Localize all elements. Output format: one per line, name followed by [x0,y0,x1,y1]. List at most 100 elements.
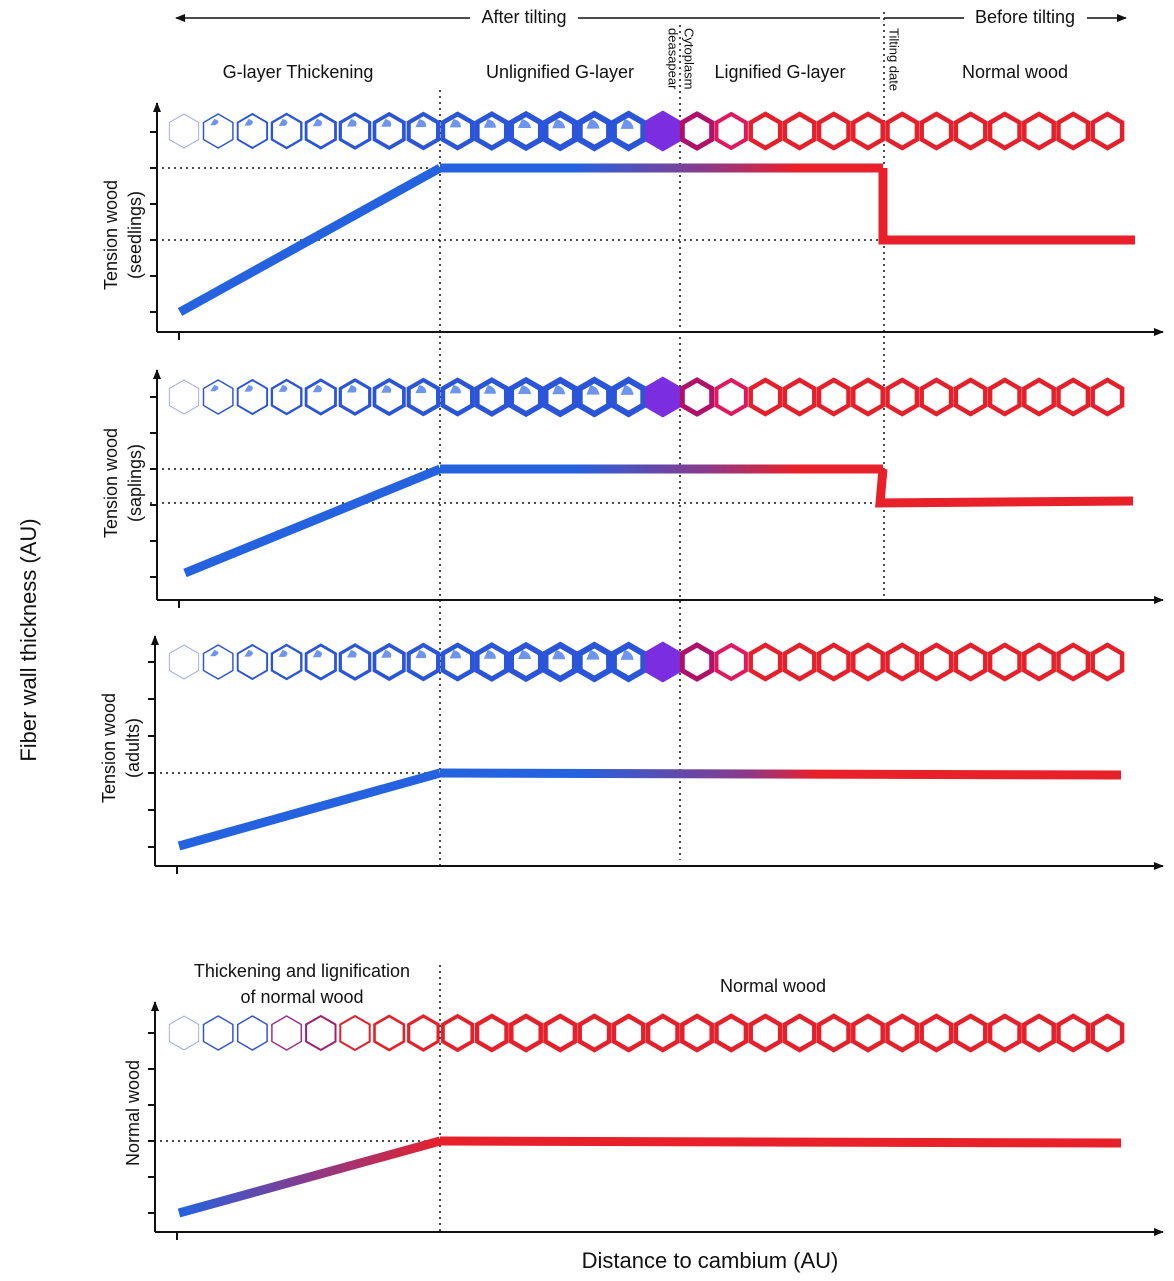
g-layer [620,119,634,129]
g-layer [620,385,634,395]
cell [1056,377,1091,417]
cell [1090,642,1125,682]
header: After tilting [481,7,566,27]
cell [304,378,337,416]
g-layer [552,385,566,395]
cell [474,377,510,417]
cell [714,1013,749,1053]
cell [236,643,269,681]
g-layer [586,650,600,660]
g-layer [415,385,426,394]
zone: of normal wood [240,987,363,1007]
cell [953,1013,988,1053]
cell [338,643,372,681]
cell [236,1015,268,1051]
header: Before tilting [975,7,1075,27]
cell [168,644,200,680]
cell [816,642,851,682]
cell [406,642,441,682]
g-layer [483,119,496,128]
curve [177,768,442,851]
event: Tilting date [887,28,902,91]
g-layer [586,119,600,129]
g-layer [586,385,600,395]
g-layer [244,650,253,657]
x-axis-label: Distance to cambium (AU) [582,1248,839,1273]
cell [851,111,885,151]
curve [177,1136,442,1218]
cell [406,377,441,417]
g-layer [381,119,392,127]
cell [953,642,988,682]
cell [542,376,578,418]
cell [304,643,337,681]
cell [987,1013,1022,1053]
cell [885,1013,920,1053]
cell [543,1013,578,1053]
g-layer [347,119,357,127]
cell [508,376,544,418]
curve [439,768,1122,780]
cell [610,376,647,418]
event: deasapear [666,28,681,90]
cell [748,111,783,151]
cell [270,112,303,150]
g-layer [244,119,253,126]
g-layer [312,119,322,127]
g-layer [347,650,357,658]
cell [168,379,200,415]
g-layer [381,385,392,393]
event: Cytoplasm [682,28,697,89]
cell [885,377,920,417]
curve [439,1136,1122,1148]
cell [508,641,544,683]
cell [474,1013,509,1053]
g-layer [347,385,357,393]
cell [919,111,954,151]
curve [183,464,442,578]
zone: G-layer Thickening [223,62,374,82]
g-layer [483,385,496,394]
zone: Thickening and lignification [194,961,410,981]
g-layer [210,385,219,392]
cell [1056,642,1091,682]
cell [1090,111,1125,151]
cell [168,113,200,149]
g-layer [518,385,531,394]
g-layer [449,650,461,659]
panel-label: Normal wood [123,1060,143,1166]
cell [576,641,613,683]
cell [679,111,715,151]
panel-label: (seedlings) [125,191,145,279]
cell [202,379,234,415]
cell [714,642,748,682]
cell [611,1013,646,1053]
cell [851,1013,885,1053]
cell [270,378,303,416]
cell [885,642,920,682]
zone: Lignified G-layer [714,62,845,82]
g-layer [312,385,322,393]
cell [407,1014,440,1052]
cell [748,377,783,417]
cell [1022,1013,1056,1053]
cell [816,111,851,151]
cell [645,110,681,152]
cell [680,1013,714,1053]
g-layer [381,650,392,658]
cell [338,112,372,150]
cell [577,1013,612,1053]
cell [338,378,372,416]
cell [236,112,269,150]
cell [679,642,715,682]
cell [679,377,715,417]
cell [645,641,681,683]
g-layer [415,650,426,659]
cell [610,110,647,152]
cell [304,112,337,150]
g-layer [210,119,219,126]
cell [851,642,885,682]
cell [372,111,406,151]
cell [919,1013,954,1053]
